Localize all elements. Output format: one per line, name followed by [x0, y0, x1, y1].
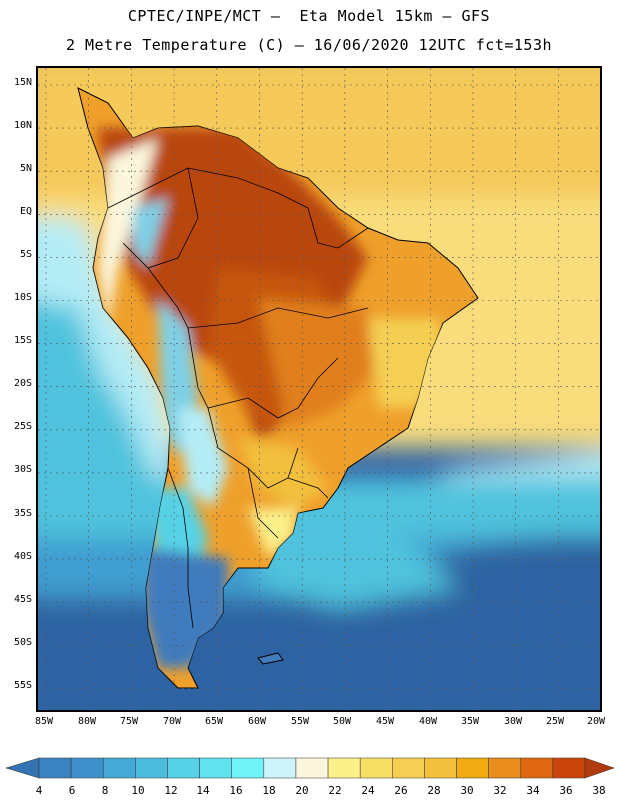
- lat-label: 35S: [13, 508, 32, 519]
- lon-label: 70W: [162, 716, 182, 727]
- legend-label: 18: [262, 784, 276, 797]
- lon-label: 50W: [332, 716, 352, 727]
- lon-label: 80W: [77, 716, 97, 727]
- legend-label: 14: [196, 784, 210, 797]
- legend-swatch: [424, 757, 457, 779]
- legend-swatch: [263, 757, 297, 779]
- legend-label: 20: [295, 784, 309, 797]
- lat-label: 10N: [13, 120, 32, 131]
- legend-label: 36: [559, 784, 573, 797]
- lat-label: 55S: [13, 680, 32, 691]
- temperature-map: [36, 66, 602, 712]
- lon-label: 55W: [290, 716, 310, 727]
- legend-label: 32: [493, 784, 507, 797]
- map-title: CPTEC/INPE/MCT – Eta Model 15km – GFS: [127, 7, 491, 25]
- legend-label: 16: [229, 784, 243, 797]
- lon-label: 25W: [545, 716, 565, 727]
- legend-swatch: [327, 757, 361, 779]
- legend-swatch: [167, 757, 200, 779]
- legend-label: 30: [460, 784, 474, 797]
- legend-label: 34: [526, 784, 540, 797]
- legend-arrow-high: [584, 757, 615, 779]
- legend-label: 12: [164, 784, 178, 797]
- graticule: [38, 68, 600, 710]
- lon-label: 40W: [418, 716, 438, 727]
- lat-label: 15N: [13, 77, 32, 88]
- legend-swatch: [552, 757, 586, 779]
- lon-label: 45W: [375, 716, 395, 727]
- legend-label: 26: [394, 784, 408, 797]
- legend-swatch: [102, 757, 136, 779]
- lat-label: 30S: [13, 464, 32, 475]
- legend-swatch: [135, 757, 168, 779]
- legend-swatch: [231, 757, 265, 779]
- lat-label: 15S: [13, 335, 32, 346]
- legend-label: 38: [592, 784, 606, 797]
- legend-swatch: [520, 757, 554, 779]
- legend-label: 22: [328, 784, 342, 797]
- country-borders: [107, 167, 369, 629]
- legend-label: 4: [35, 784, 43, 797]
- legend-swatch: [295, 757, 329, 779]
- lat-label: 40S: [13, 551, 32, 562]
- legend-label: 10: [131, 784, 145, 797]
- lat-label: EQ: [19, 206, 32, 217]
- legend-swatch: [488, 757, 522, 779]
- legend-swatch: [70, 757, 104, 779]
- map-subtitle: 2 Metre Temperature (C) – 16/06/2020 12U…: [65, 36, 553, 54]
- lat-label: 45S: [13, 594, 32, 605]
- legend-swatch: [456, 757, 489, 779]
- lon-label: 65W: [204, 716, 224, 727]
- lat-label: 10S: [13, 292, 32, 303]
- south-america-land: [77, 87, 479, 689]
- legend-label: 8: [101, 784, 109, 797]
- lon-label: 85W: [34, 716, 54, 727]
- legend-swatch: [199, 757, 232, 779]
- legend-label: 6: [68, 784, 76, 797]
- lat-label: 5N: [19, 163, 32, 174]
- lon-label: 60W: [247, 716, 267, 727]
- lat-label: 5S: [19, 249, 32, 260]
- color-legend: [5, 757, 615, 779]
- lat-label: 25S: [13, 421, 32, 432]
- legend-swatch: [38, 757, 72, 779]
- lon-label: 35W: [460, 716, 480, 727]
- legend-swatch: [359, 757, 393, 779]
- lon-label: 20W: [586, 716, 606, 727]
- legend-arrow-low: [5, 757, 40, 779]
- lat-label: 50S: [13, 637, 32, 648]
- legend-swatch: [392, 757, 425, 779]
- legend-label: 28: [427, 784, 441, 797]
- lon-label: 30W: [503, 716, 523, 727]
- legend-label: 24: [361, 784, 375, 797]
- lon-label: 75W: [119, 716, 139, 727]
- lat-label: 20S: [13, 378, 32, 389]
